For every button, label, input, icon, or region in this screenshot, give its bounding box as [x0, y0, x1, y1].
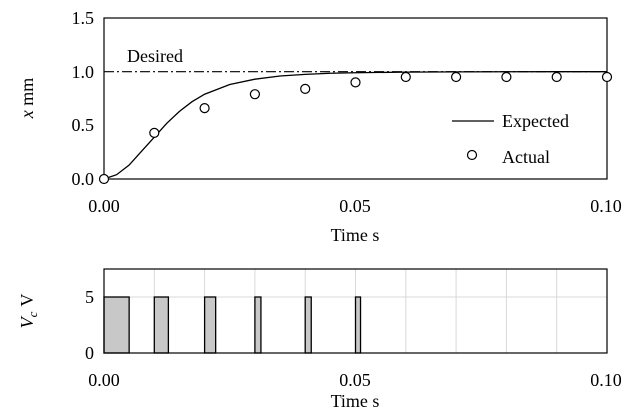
top-x-axis-label: Time s [331, 225, 380, 245]
top-y-axis-var: x [17, 110, 37, 119]
top-x-tick-1: 0.05 [339, 196, 371, 216]
top-y-tick-1: 0.5 [72, 115, 95, 135]
top-plot-frame [103, 17, 608, 180]
legend-actual-marker [466, 149, 478, 161]
legend-actual-label: Actual [502, 147, 550, 167]
top-y-tick-2: 1.0 [72, 62, 95, 82]
bottom-y-axis-var: V [17, 315, 37, 328]
actual-point-4 [300, 83, 311, 94]
pulse-bar-1 [153, 296, 170, 354]
actual-point-8 [501, 71, 512, 83]
pulse-bar-4 [304, 296, 312, 354]
actual-point-10 [601, 71, 613, 83]
expected-line [103, 71, 607, 180]
actual-point-6 [400, 71, 411, 83]
bottom-y-tick-0: 0 [85, 343, 94, 363]
actual-point-3 [249, 89, 260, 100]
pulse-bar-2 [203, 296, 217, 354]
actual-point-0 [98, 173, 110, 185]
actual-point-7 [451, 71, 462, 83]
top-x-tick-2: 0.10 [590, 196, 622, 216]
actual-point-5 [350, 77, 361, 88]
bottom-plot-frame [103, 268, 608, 354]
top-y-axis-label: x mm [17, 78, 37, 120]
top-x-tick-0: 0.00 [88, 196, 120, 216]
top-series-group [98, 71, 613, 185]
bottom-x-tick-0: 0.00 [88, 370, 120, 390]
pulse-bar-3 [254, 296, 262, 354]
pulse-bar-5 [354, 296, 362, 354]
legend-expected-label: Expected [502, 111, 569, 131]
bottom-x-tick-1: 0.05 [339, 370, 371, 390]
bottom-x-axis-label: Time s [331, 391, 380, 411]
actual-point-1 [149, 127, 160, 138]
top-y-tick-0: 0.0 [72, 169, 95, 189]
top-y-tick-3: 1.5 [72, 8, 95, 28]
bottom-chart: 0 5 0.00 0.05 0.10 Time s VcV [17, 268, 622, 411]
actual-point-2 [199, 103, 210, 114]
bottom-pulses [103, 296, 362, 354]
bottom-y-axis-label: VcV [17, 294, 40, 329]
bottom-y-axis-unit: V [17, 294, 37, 307]
bottom-y-axis-sub: c [25, 311, 40, 317]
actual-point-9 [551, 71, 562, 83]
top-y-axis-unit: mm [17, 78, 37, 106]
desired-label: Desired [127, 46, 183, 66]
bottom-x-tick-2: 0.10 [590, 370, 622, 390]
bottom-y-tick-1: 5 [85, 287, 94, 307]
pulse-bar-0 [103, 296, 130, 354]
top-chart: 0.0 0.5 1.0 1.5 0.00 0.05 0.10 Time s x … [17, 8, 622, 245]
